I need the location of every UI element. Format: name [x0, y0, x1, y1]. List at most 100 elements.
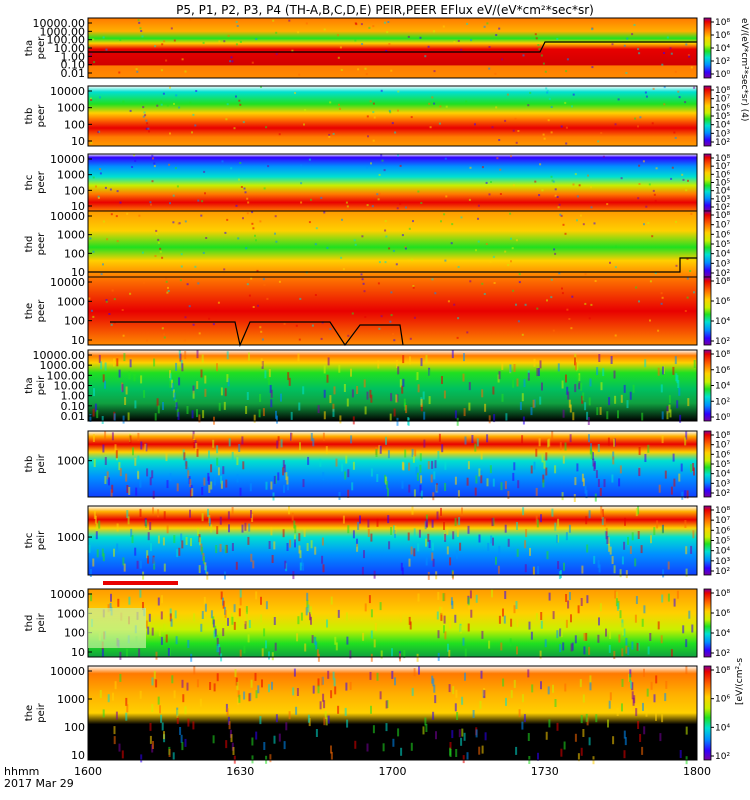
- colorbar-tick-label: 10⁴: [715, 187, 730, 197]
- texture-cell: [276, 415, 278, 424]
- texture-cell: [547, 686, 550, 695]
- texture-cell: [653, 694, 656, 703]
- texture-cell: [611, 43, 614, 46]
- texture-cell: [425, 518, 428, 527]
- texture-cell: [273, 735, 276, 744]
- texture-cell: [565, 70, 568, 73]
- texture-cell: [624, 517, 626, 526]
- texture-cell: [395, 394, 398, 403]
- ytick-label: 1000: [57, 531, 85, 544]
- texture-cell: [272, 19, 275, 22]
- texture-cell: [260, 330, 263, 333]
- texture-cell: [146, 122, 149, 125]
- texture-cell: [255, 690, 258, 699]
- texture-cell: [255, 731, 258, 740]
- texture-cell: [535, 613, 538, 622]
- texture-cell: [455, 689, 458, 698]
- texture-cell: [640, 545, 643, 554]
- texture-cell: [326, 619, 328, 628]
- colorbar-scale: [703, 276, 712, 346]
- texture-cell: [513, 605, 516, 614]
- texture-cell: [611, 556, 614, 564]
- texture-cell: [216, 363, 218, 372]
- texture-cell: [399, 202, 402, 205]
- texture-cell: [645, 95, 648, 98]
- texture-cell: [155, 651, 158, 660]
- texture-cell: [541, 189, 544, 192]
- texture-cell: [456, 417, 459, 426]
- texture-cell: [227, 34, 230, 37]
- texture-cell: [685, 43, 688, 46]
- texture-cell: [92, 408, 95, 417]
- colorbar-tick-label: 10⁸: [715, 506, 730, 516]
- texture-cell: [407, 417, 410, 426]
- texture-cell: [593, 555, 596, 564]
- texture-cell: [231, 60, 234, 63]
- texture-cell: [574, 733, 577, 742]
- texture-cell: [685, 546, 688, 555]
- texture-cell: [664, 693, 667, 702]
- texture-cell: [592, 458, 595, 467]
- texture-cell: [236, 457, 239, 466]
- texture-cell: [432, 492, 435, 501]
- texture-cell: [157, 597, 160, 606]
- texture-cell: [631, 532, 634, 541]
- texture-cell: [342, 268, 345, 271]
- texture-cell: [180, 265, 183, 268]
- texture-cell: [244, 191, 247, 194]
- texture-cell: [587, 174, 589, 177]
- texture-cell: [163, 731, 165, 740]
- texture-cell: [204, 192, 206, 195]
- texture-cell: [361, 566, 364, 575]
- texture-cell: [160, 636, 163, 645]
- texture-cell: [507, 538, 510, 547]
- texture-cell: [113, 736, 116, 745]
- texture-cell: [143, 389, 146, 398]
- texture-cell: [519, 402, 522, 410]
- texture-cell: [668, 395, 671, 404]
- texture-cell: [462, 755, 465, 764]
- texture-cell: [361, 235, 364, 238]
- texture-cell: [330, 751, 333, 760]
- texture-cell: [516, 646, 518, 655]
- texture-cell: [176, 549, 179, 558]
- texture-cell: [133, 373, 136, 382]
- texture-cell: [104, 165, 106, 168]
- texture-cell: [166, 291, 169, 294]
- texture-cell: [197, 282, 200, 285]
- texture-cell: [208, 450, 210, 459]
- texture-cell: [580, 598, 583, 606]
- texture-cell: [248, 294, 251, 297]
- texture-cell: [674, 70, 677, 73]
- texture-cell: [357, 521, 360, 530]
- texture-cell: [314, 636, 317, 645]
- texture-cell: [465, 100, 468, 103]
- texture-cell: [650, 681, 653, 690]
- texture-cell: [643, 668, 645, 677]
- texture-cell: [238, 99, 241, 102]
- texture-cell: [201, 354, 204, 363]
- texture-cell: [634, 117, 637, 120]
- texture-cell: [298, 73, 301, 76]
- texture-cell: [450, 597, 453, 606]
- texture-cell: [692, 530, 695, 539]
- colorbar-tick-label: 10⁵: [715, 112, 730, 122]
- texture-cell: [513, 364, 516, 372]
- texture-cell: [224, 545, 227, 554]
- texture-cell: [585, 632, 588, 641]
- texture-cell: [218, 647, 221, 656]
- texture-cell: [321, 555, 324, 564]
- texture-cell: [323, 389, 326, 398]
- texture-cell: [597, 140, 600, 143]
- texture-cell: [111, 432, 114, 441]
- texture-cell: [290, 411, 293, 420]
- texture-cell: [686, 277, 689, 280]
- texture-cell: [219, 543, 222, 552]
- texture-cell: [670, 649, 673, 658]
- ytick-label: 1000: [57, 102, 85, 115]
- texture-cell: [566, 386, 569, 395]
- texture-cell: [608, 543, 611, 552]
- texture-cell: [512, 129, 515, 132]
- texture-cell: [93, 61, 96, 64]
- texture-cell: [445, 195, 448, 198]
